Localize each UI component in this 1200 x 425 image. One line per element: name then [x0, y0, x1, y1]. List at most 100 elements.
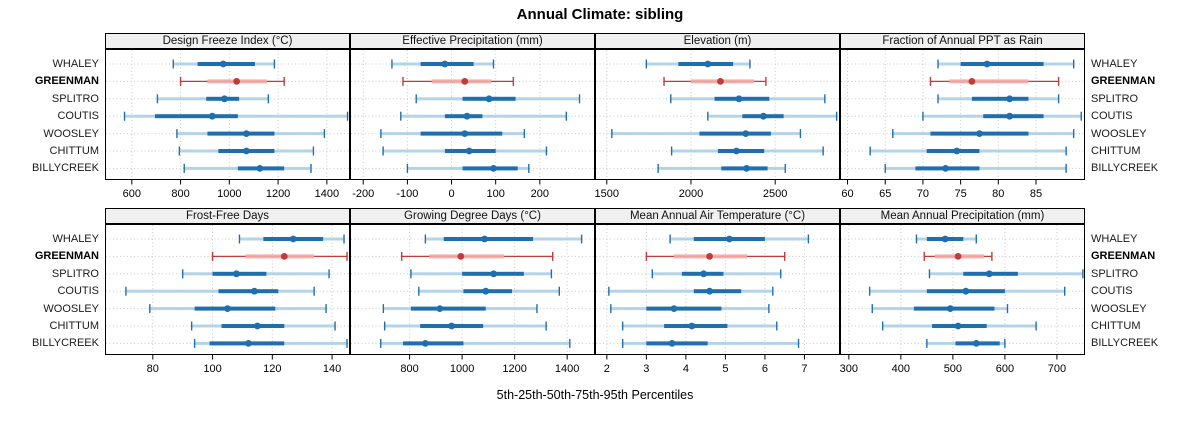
x-axis-label: 5th-25th-50th-75th-95th Percentiles: [496, 388, 694, 402]
panel-plot-design-freeze-index-c: [105, 49, 350, 180]
x-axis-frost-free-days: 80 100 120 140: [147, 355, 341, 375]
site-label-right-greenman: GREENMAN: [1091, 250, 1156, 263]
median-dot: [457, 253, 465, 260]
tick-label: 1400: [315, 188, 339, 200]
percentile-row-coutis: [123, 111, 349, 121]
percentile-row-whaley: [645, 59, 751, 69]
median-dot: [706, 253, 713, 260]
percentile-row-whaley: [424, 234, 583, 244]
plot-title: Annual Climate: sibling: [516, 6, 684, 23]
site-label-left-splitro: SPLITRO: [51, 92, 99, 105]
percentile-row-greenman: [402, 76, 515, 86]
median-dot: [704, 60, 712, 68]
band-25-75: [221, 324, 285, 328]
percentile-row-splitro: [651, 269, 782, 279]
panel-border: [840, 49, 1085, 180]
tick-label: 500: [944, 363, 962, 375]
tick-label: 1400: [555, 363, 579, 375]
percentile-row-splitro: [415, 94, 581, 104]
median-dot: [968, 78, 976, 85]
median-dot: [441, 60, 449, 68]
band-25-75: [218, 289, 279, 294]
median-dot: [976, 130, 983, 137]
site-label-left-greenman: GREENMAN: [34, 75, 99, 88]
median-dot: [983, 60, 991, 68]
percentile-row-greenman: [211, 251, 348, 261]
median-dot: [941, 235, 949, 243]
tick-label: 70: [917, 188, 929, 200]
site-label-left-woosley: WOOSLEY: [43, 302, 99, 315]
percentile-row-billycreek: [926, 338, 1006, 348]
tick-label: 100: [486, 188, 504, 200]
band-25-75: [699, 131, 771, 136]
median-dot: [461, 130, 469, 137]
percentile-row-coutis: [922, 111, 1082, 121]
site-label-right-billycreek: BILLYCREEK: [1091, 162, 1159, 175]
median-dot: [954, 253, 962, 260]
percentile-row-billycreek: [193, 338, 348, 348]
percentile-row-whaley: [238, 234, 345, 244]
panel-plot-frost-free-days: [105, 224, 350, 355]
percentile-row-chittum: [178, 146, 315, 156]
median-dot: [725, 235, 733, 243]
percentile-row-coutis: [125, 286, 315, 296]
percentile-row-splitro: [410, 269, 553, 279]
tick-label: 600: [996, 363, 1014, 375]
percentile-row-whaley: [391, 59, 495, 69]
tick-label: 3: [643, 363, 649, 375]
site-label-right-coutis: COUTIS: [1091, 285, 1133, 298]
panel-plot-growing-degree-days-c: [350, 224, 595, 355]
band-25-75: [646, 306, 722, 311]
percentile-row-coutis: [418, 286, 560, 296]
percentile-row-splitro: [181, 269, 330, 279]
tick-label: 300: [840, 363, 858, 375]
percentile-row-chittum: [670, 146, 824, 156]
band-25-75: [245, 254, 315, 259]
band-25-75: [960, 62, 1044, 66]
tick-label: -100: [396, 188, 418, 200]
median-dot: [289, 235, 297, 243]
median-dot: [942, 165, 949, 172]
x-axis-mean-annual-air-temperature-c: 2 3 4 5 6 7: [604, 355, 807, 375]
site-label-right-splitro: SPLITRO: [1091, 92, 1139, 105]
panel-header-growing-degree-days-c: Growing Degree Days (°C): [350, 208, 595, 224]
tick-label: 140: [323, 363, 341, 375]
panel-header-frost-free-days: Frost-Free Days: [105, 208, 350, 224]
tick-label: 400: [892, 363, 910, 375]
band-25-75: [403, 341, 464, 346]
site-label-right-billycreek: BILLYCREEK: [1091, 337, 1159, 350]
percentile-row-greenman: [401, 251, 554, 261]
site-label-right-whaley: WHALEY: [1091, 233, 1138, 245]
median-dot: [953, 147, 961, 155]
band-25-75: [693, 289, 742, 294]
band-25-75: [207, 131, 275, 136]
percentile-row-chittum: [190, 321, 336, 331]
median-dot: [485, 95, 493, 103]
site-label-left-coutis: COUTIS: [57, 110, 99, 123]
tick-label: 600: [123, 188, 141, 200]
percentile-row-coutis: [707, 111, 838, 121]
median-dot: [688, 322, 696, 330]
band-25-75: [664, 324, 728, 328]
panel-border: [105, 49, 350, 180]
median-dot: [242, 147, 250, 155]
panel-header-mean-annual-air-temperature-c: Mean Annual Air Temperature (°C): [595, 208, 840, 224]
percentile-row-coutis: [608, 286, 774, 296]
whisker-5-95: [622, 341, 799, 345]
tick-label: 1000: [450, 363, 474, 375]
median-dot: [448, 322, 456, 330]
percentile-row-coutis: [868, 286, 1066, 296]
x-axis-design-freeze-index-c: 600 800 1000 1200 1400: [123, 180, 339, 200]
percentile-row-splitro: [156, 94, 270, 104]
tick-label: 1200: [266, 188, 290, 200]
median-dot: [436, 305, 444, 312]
percentile-row-woosley: [380, 129, 526, 139]
median-dot: [733, 147, 740, 155]
whisker-5-95: [380, 341, 570, 345]
percentile-row-billycreek: [380, 338, 571, 348]
site-label-left-woosley: WOOSLEY: [43, 127, 99, 140]
median-dot: [962, 287, 970, 295]
band-25-75: [646, 341, 708, 346]
tick-label: 4: [683, 363, 689, 375]
